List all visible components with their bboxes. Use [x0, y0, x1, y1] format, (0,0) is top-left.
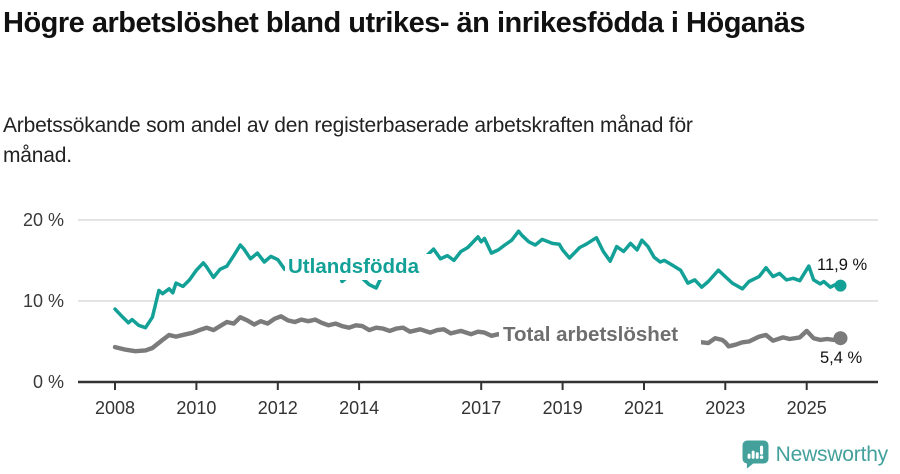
series-end-dot [834, 279, 847, 292]
series-line-utlandsfodda [113, 229, 843, 330]
x-tick-label: 2014 [339, 398, 379, 418]
series-label-halo [285, 254, 433, 280]
series-end-value: 5,4 % [820, 349, 863, 367]
series-label-halo [499, 319, 701, 346]
series-label: Total arbetslöshet [503, 323, 678, 346]
series-label: Utlandsfödda [288, 255, 420, 278]
x-tick-label: 2025 [787, 398, 827, 418]
page-subtitle: Arbetssökande som andel av den registerb… [3, 114, 693, 167]
x-tick-label: 2021 [624, 398, 664, 418]
x-tick-label: 2023 [705, 398, 745, 418]
series-end-value: 11,9 % [817, 256, 867, 274]
x-tick-label: 2019 [543, 398, 583, 418]
x-tick-label: 2012 [258, 398, 298, 418]
series-end-dot [833, 331, 848, 346]
x-tick-label: 2017 [461, 398, 501, 418]
newsworthy-chart-bubble-icon [742, 440, 769, 469]
y-tick-label: 20 % [23, 210, 64, 230]
series-line-total [112, 314, 843, 354]
x-tick-label: 2008 [95, 398, 135, 418]
y-tick-label: 0 % [33, 372, 64, 392]
y-tick-label: 10 % [23, 291, 64, 311]
x-tick-label: 2010 [176, 398, 216, 418]
newsworthy-logo[interactable]: Newsworthy [742, 440, 888, 469]
logo-bubble-shape [742, 440, 769, 469]
newsworthy-brand-text: Newsworthy [775, 442, 889, 466]
page-title: Högre arbetslöshet bland utrikes- än inr… [3, 7, 806, 39]
